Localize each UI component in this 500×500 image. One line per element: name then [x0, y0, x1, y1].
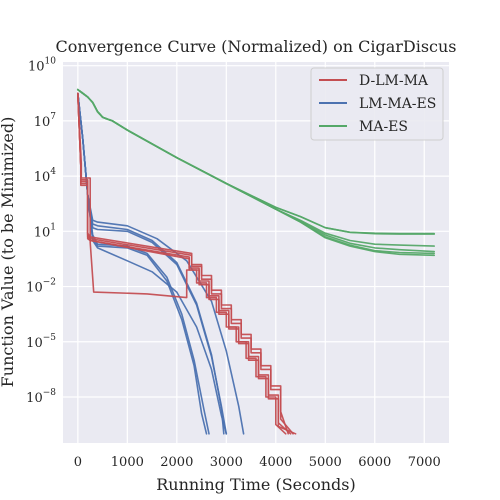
series-d-lm-ma	[77, 92, 297, 435]
y-tick-label: 10−8	[26, 388, 56, 406]
x-tick-label: 6000	[358, 455, 391, 470]
y-tick-label: 10−2	[26, 278, 56, 296]
y-axis-ticks: 10−8 10−5 10−2 101 104 107 1010	[26, 57, 56, 406]
series-ma-es	[77, 88, 436, 257]
legend-box	[310, 67, 444, 141]
chart-title: Convergence Curve (Normalized) on CigarD…	[55, 37, 456, 56]
series-lines	[77, 88, 436, 435]
series-run-line	[77, 92, 290, 435]
y-tick-label: 10−5	[26, 333, 56, 351]
series-run-line	[77, 88, 436, 257]
x-axis-ticks: 0 1000 2000 3000 4000 5000 6000 7000	[74, 455, 441, 470]
series-run-line	[77, 92, 294, 435]
x-tick-label: 1000	[111, 455, 144, 470]
x-tick-label: 2000	[160, 455, 193, 470]
series-run-line	[77, 92, 287, 435]
y-axis-label: Function Value (to be Minimized)	[0, 117, 17, 388]
x-tick-label: 4000	[259, 455, 292, 470]
x-tick-label: 5000	[309, 455, 342, 470]
series-run-line	[77, 92, 297, 435]
legend-label: D-LM-MA	[359, 73, 429, 89]
x-tick-label: 7000	[408, 455, 441, 470]
x-axis-label: Running Time (Seconds)	[156, 475, 356, 494]
x-tick-label: 0	[74, 455, 82, 470]
y-tick-label: 1010	[28, 57, 56, 75]
legend: D-LM-MA LM-MA-ES MA-ES	[310, 67, 444, 141]
y-tick-label: 107	[34, 112, 57, 130]
y-tick-label: 104	[34, 167, 57, 185]
legend-label: LM-MA-ES	[359, 96, 436, 112]
x-tick-label: 3000	[210, 455, 243, 470]
legend-label: MA-ES	[359, 119, 408, 135]
y-tick-label: 101	[34, 222, 56, 240]
